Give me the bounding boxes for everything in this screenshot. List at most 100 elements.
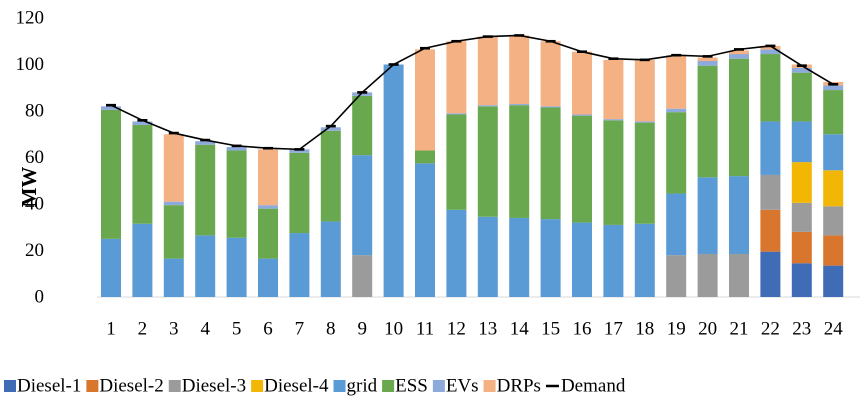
x-tick-label: 22 — [761, 319, 780, 340]
bar-segment-drps — [477, 36, 498, 106]
bar-segment-diesel-3 — [729, 253, 749, 297]
legend-label: Diesel-3 — [182, 376, 246, 397]
bar-segment-drps — [603, 59, 624, 120]
bar-segment-drps — [697, 57, 718, 62]
x-tick-label: 24 — [824, 319, 844, 340]
y-tick-label: 120 — [16, 8, 45, 29]
x-tick-label: 7 — [295, 319, 305, 340]
y-tick-label: 60 — [25, 147, 44, 168]
bar-segment-evs — [729, 54, 749, 59]
x-tick-label: 1 — [106, 319, 116, 340]
x-tick-label: 8 — [326, 319, 336, 340]
bar-segment-evs — [352, 92, 373, 96]
x-tick-label: 6 — [263, 319, 273, 340]
bar-segment-evs — [101, 106, 121, 110]
bar-segment-evs — [195, 141, 216, 145]
x-tick-label: 14 — [510, 319, 530, 340]
bar-segment-ess — [697, 65, 718, 178]
bar-segment-grid — [415, 163, 435, 297]
bar-segment-grid — [603, 224, 624, 297]
y-tick-label: 0 — [35, 287, 45, 308]
bar-segment-grid — [226, 237, 247, 297]
bar-segment-evs — [446, 113, 467, 115]
bar-segment-drps — [540, 41, 561, 107]
bar-segment-ess — [258, 208, 278, 259]
x-axis-ticks: 1 2 3 4 5 6 7 8 9 10 11 12 13 14 15 16 17 18 19 20 21 22 23 24 — [106, 319, 843, 340]
bar-segment-evs — [132, 121, 153, 125]
x-tick-label: 15 — [541, 319, 560, 340]
bar-segment-grid — [446, 209, 467, 297]
bar-segment-diesel-3 — [697, 253, 718, 297]
bar-segment-grid — [791, 121, 812, 163]
bar-segment-diesel-3 — [760, 174, 781, 210]
bar-segment-evs — [509, 104, 530, 106]
bar-segment-ess — [823, 90, 844, 135]
bar-segment-ess — [477, 106, 498, 217]
bar-segment-diesel-2 — [823, 235, 844, 266]
bar-segment-drps — [258, 149, 278, 206]
bar-segment-ess — [540, 107, 561, 220]
bar-segment-grid — [132, 223, 153, 297]
x-tick-label: 21 — [730, 319, 749, 340]
bar-segment-ess — [666, 112, 687, 194]
x-tick-label: 9 — [357, 319, 367, 340]
x-tick-label: 3 — [169, 319, 179, 340]
bar-segment-evs — [289, 149, 310, 153]
legend-label: ESS — [395, 376, 428, 397]
legend-label: Diesel-2 — [99, 376, 163, 397]
x-tick-label: 17 — [604, 319, 623, 340]
bar-segment-grid — [572, 222, 592, 297]
bar-segment-diesel-1 — [823, 265, 844, 297]
bar-segment-drps — [760, 45, 781, 50]
x-tick-label: 5 — [232, 319, 242, 340]
bar-segment-ess — [226, 150, 247, 238]
bar-segment-ess — [729, 58, 749, 177]
bar-segment-ess — [509, 105, 530, 218]
bar-segment-drps — [446, 41, 467, 114]
bar-segment-ess — [163, 205, 184, 259]
bar-segment-ess — [603, 120, 624, 225]
legend-swatch — [168, 380, 181, 392]
bar-segment-grid — [823, 134, 844, 171]
bar-segment-evs — [572, 114, 592, 116]
legend-label: Diesel-1 — [17, 376, 81, 397]
bar-segment-drps — [509, 35, 530, 105]
bar-segment-evs — [540, 106, 561, 108]
legend-swatch — [4, 380, 16, 392]
bar-segment-diesel-3 — [666, 255, 687, 297]
bar-segment-diesel-1 — [791, 263, 812, 297]
legend-label: Demand — [561, 376, 626, 397]
bar-segment-grid — [258, 258, 278, 297]
bar-segment-ess — [572, 115, 592, 223]
bar-segment-grid — [163, 258, 184, 297]
bar-segment-grid — [289, 233, 310, 297]
bar-segment-evs — [603, 119, 624, 121]
legend-label: grid — [347, 376, 378, 397]
bar-segment-ess — [446, 114, 467, 210]
x-tick-label: 2 — [138, 319, 148, 340]
bar-segment-evs — [320, 127, 341, 131]
legend-swatch — [432, 380, 445, 392]
bar-segment-ess — [289, 152, 310, 234]
legend-label: EVs — [446, 376, 479, 397]
bar-segment-drps — [415, 49, 435, 151]
legend-swatch — [86, 380, 99, 392]
legend-label: DRPs — [497, 376, 541, 397]
bar-segment-grid — [383, 64, 404, 297]
bar-segment-ess — [320, 130, 341, 222]
bar-segment-drps — [634, 59, 655, 122]
x-tick-label: 11 — [416, 319, 434, 340]
bar-segment-ess — [415, 150, 435, 164]
bar-segment-evs — [666, 108, 687, 113]
x-tick-label: 10 — [384, 319, 403, 340]
y-tick-label: 100 — [16, 54, 45, 75]
legend-swatch — [382, 380, 395, 392]
bar-segment-drps — [729, 50, 749, 55]
bar-segment-evs — [697, 61, 718, 66]
bar-segment-grid — [760, 121, 781, 175]
bar-segment-drps — [666, 55, 687, 109]
x-tick-label: 4 — [200, 319, 210, 340]
bar-segment-evs — [791, 67, 812, 73]
bar-segment-drps — [572, 51, 592, 115]
